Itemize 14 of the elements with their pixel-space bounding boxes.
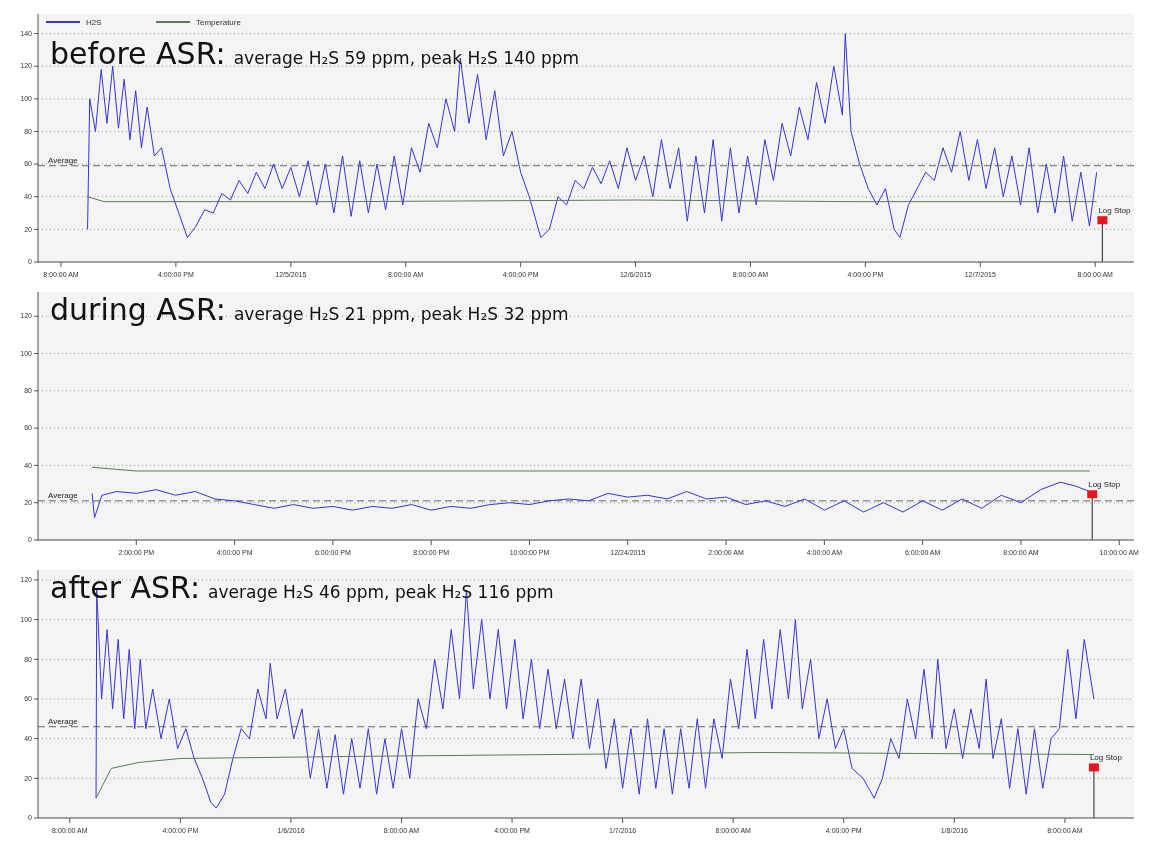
legend-label: Temperature xyxy=(196,18,242,27)
ref-line-label: Average xyxy=(48,155,79,165)
text: average H₂S 59 ppm, peak H₂S 140 ppm xyxy=(233,48,580,68)
text: average H₂S 46 ppm, peak H₂S 116 ppm xyxy=(208,582,554,602)
annotation: Log Stop xyxy=(1098,206,1131,216)
annotation: Log Stop xyxy=(1089,753,1123,763)
ref-line-label: Average xyxy=(48,490,79,500)
annotation: Log Stop xyxy=(1088,480,1121,490)
chart-title: after ASR: xyxy=(50,570,201,605)
text: average H₂S 21 ppm, peak H₂S 32 ppm xyxy=(233,304,569,324)
ref-line-label: Average xyxy=(48,716,79,726)
legend-label: H2S xyxy=(86,18,102,27)
text: before ASR: xyxy=(50,36,226,71)
chart-title: during ASR: xyxy=(50,292,226,327)
